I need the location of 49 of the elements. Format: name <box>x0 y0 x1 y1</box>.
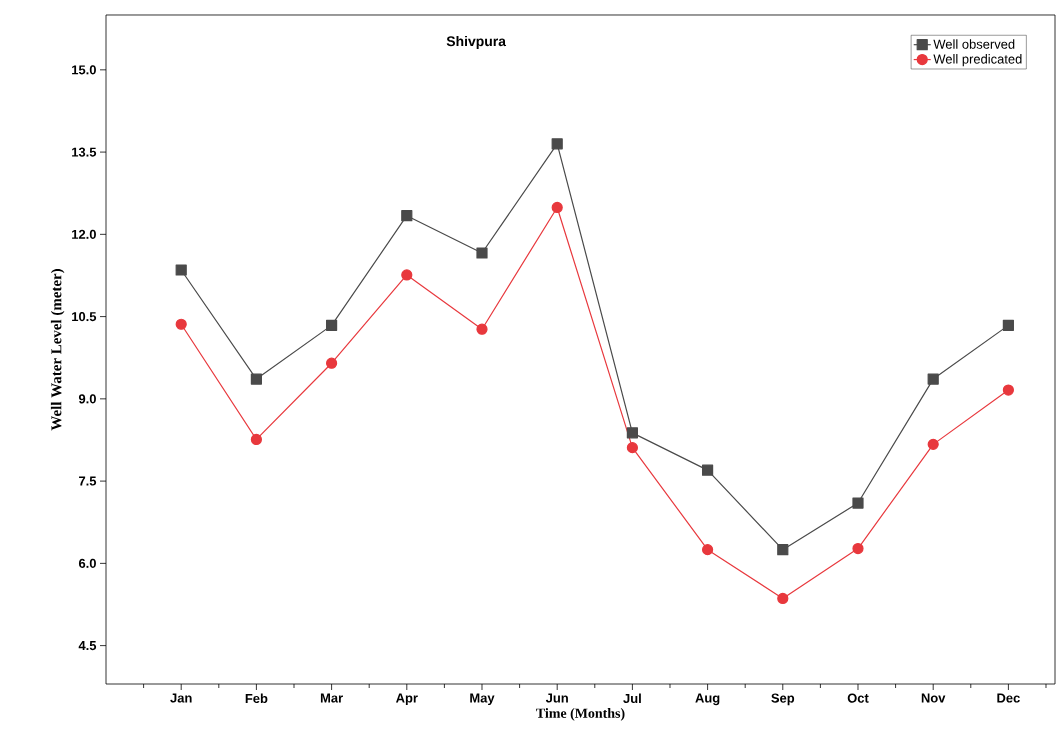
y-tick-label: 4.5 <box>78 641 97 651</box>
x-tick-label: Oct <box>847 693 869 703</box>
y-tick-label: 9.0 <box>78 394 96 404</box>
point <box>927 373 939 385</box>
point <box>852 542 864 555</box>
x-tick-label: Apr <box>395 693 418 706</box>
y-axis-title: Well Water Level (meter) <box>50 269 65 431</box>
point <box>175 264 187 276</box>
x-tick-label: Aug <box>695 693 720 706</box>
x-tick-label: Jan <box>170 693 192 703</box>
x-tick-label: Dec <box>997 693 1020 703</box>
x-tick-label: May <box>470 693 495 706</box>
point <box>777 544 789 556</box>
point <box>626 442 638 454</box>
point <box>852 497 864 509</box>
point <box>326 357 338 369</box>
point <box>626 427 638 439</box>
point <box>175 318 187 330</box>
x-tick-label: Feb <box>245 693 268 704</box>
x-tick-label: Jul <box>623 693 641 704</box>
point <box>1002 384 1014 396</box>
point <box>1002 319 1014 331</box>
point <box>777 592 789 605</box>
y-tick-label: 7.5 <box>79 476 97 486</box>
y-tick-label: 6.0 <box>78 558 96 568</box>
point <box>551 201 563 214</box>
point <box>476 247 488 259</box>
x-tick-label: Mar <box>320 693 343 703</box>
text: Shivpura <box>446 35 507 49</box>
point <box>701 544 714 556</box>
point <box>927 438 939 450</box>
point <box>551 138 563 150</box>
point <box>250 373 262 385</box>
legend-label: Well observed <box>933 39 1015 49</box>
point <box>701 464 714 476</box>
point <box>250 433 262 446</box>
x-tick-label: Jun <box>545 693 568 703</box>
y-tick-label: 13.5 <box>72 147 97 157</box>
y-tick-label: 10.5 <box>72 312 97 322</box>
y-tick-label: 15.0 <box>72 65 96 75</box>
y-tick-label: 12.0 <box>72 229 96 239</box>
x-tick-label: Nov <box>921 693 946 703</box>
x-axis-title: Time (Months) <box>536 708 625 721</box>
point <box>476 323 488 335</box>
legend-label: Well predicated <box>933 54 1022 67</box>
x-tick-label: Sep <box>771 693 795 706</box>
point <box>401 269 413 281</box>
point <box>326 319 338 331</box>
point <box>401 210 413 222</box>
